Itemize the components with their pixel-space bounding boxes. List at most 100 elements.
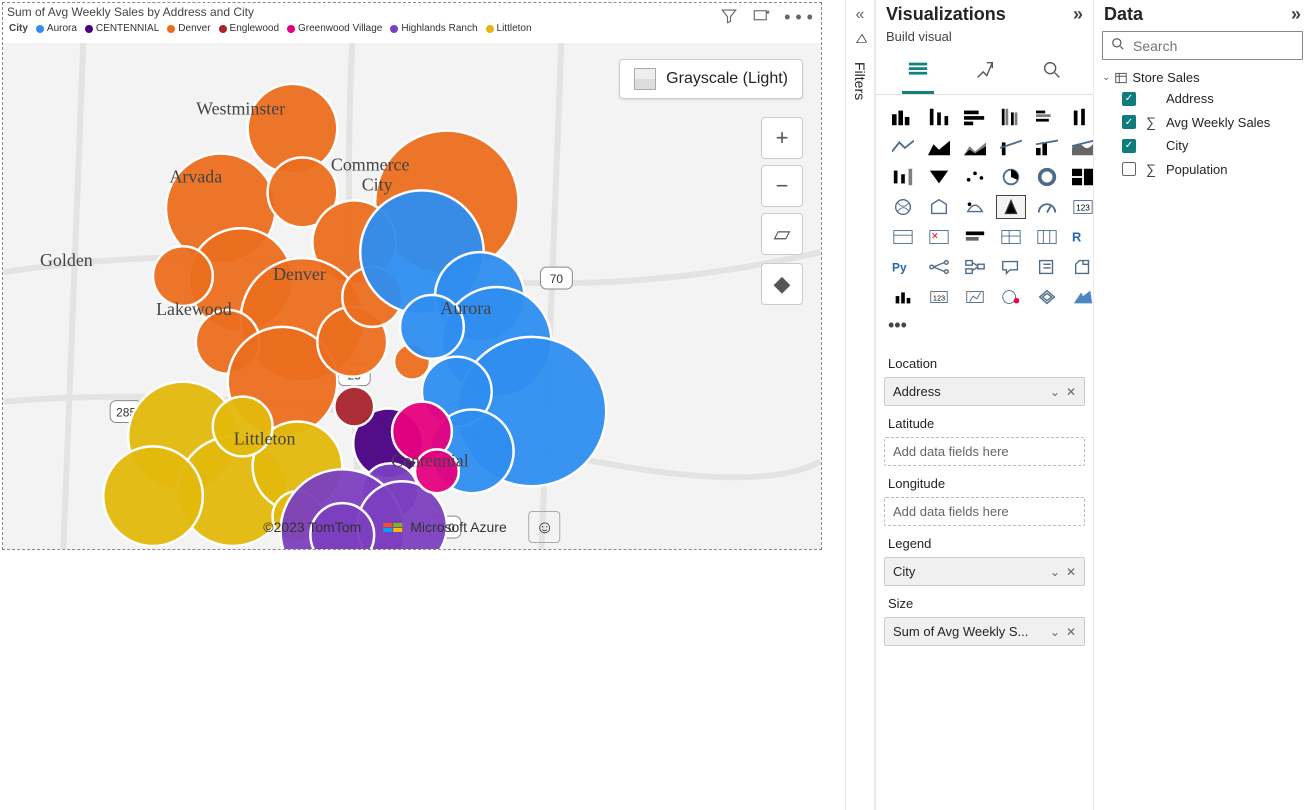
compass-button[interactable]: ◆ bbox=[761, 263, 803, 305]
viz-type-chip[interactable] bbox=[924, 135, 954, 159]
format-visual-tab[interactable] bbox=[969, 54, 1001, 86]
viz-type-chip[interactable] bbox=[960, 255, 990, 279]
viz-type-chip[interactable] bbox=[1032, 105, 1062, 129]
viz-type-chip[interactable] bbox=[996, 105, 1026, 129]
field-checkbox[interactable]: ✓ bbox=[1122, 115, 1136, 129]
viz-type-chip[interactable] bbox=[996, 165, 1026, 189]
field-checkbox[interactable] bbox=[1122, 162, 1136, 176]
sigma-icon: ∑ bbox=[1144, 114, 1158, 130]
viz-type-chip[interactable] bbox=[888, 285, 918, 309]
field-well[interactable]: Add data fields here bbox=[884, 437, 1085, 466]
feedback-smiley-icon[interactable]: ☺ bbox=[529, 511, 561, 543]
viz-type-chip[interactable] bbox=[888, 105, 918, 129]
map-style-label: Grayscale (Light) bbox=[666, 70, 788, 88]
field-well[interactable]: Add data fields here bbox=[884, 497, 1085, 526]
legend-item[interactable]: Highlands Ranch bbox=[390, 23, 477, 34]
field-well[interactable]: Sum of Avg Weekly S...⌄✕ bbox=[884, 617, 1085, 646]
azure-label: Microsoft Azure bbox=[410, 519, 506, 535]
viz-type-chip[interactable] bbox=[1032, 225, 1062, 249]
visual-legend: City AuroraCENTENNIALDenverEnglewoodGree… bbox=[3, 21, 821, 38]
field-row[interactable]: ✓City bbox=[1094, 134, 1311, 157]
viz-type-chip[interactable] bbox=[1032, 195, 1062, 219]
viz-type-chip[interactable] bbox=[996, 285, 1026, 309]
legend-item[interactable]: CENTENNIAL bbox=[85, 23, 159, 34]
collapse-viz-pane-icon[interactable]: » bbox=[1073, 4, 1083, 25]
table-icon bbox=[1114, 71, 1128, 85]
field-search[interactable] bbox=[1102, 31, 1303, 60]
legend-item[interactable]: Aurora bbox=[36, 23, 77, 34]
viz-type-chip[interactable] bbox=[1032, 285, 1062, 309]
legend-item[interactable]: Denver bbox=[167, 23, 210, 34]
zoom-out-button[interactable]: − bbox=[761, 165, 803, 207]
field-row[interactable]: ∑Population bbox=[1094, 157, 1311, 181]
remove-field-icon[interactable]: ✕ bbox=[1066, 565, 1076, 579]
viz-type-chip[interactable] bbox=[960, 225, 990, 249]
viz-type-chip[interactable] bbox=[1032, 135, 1062, 159]
viz-type-chip[interactable] bbox=[924, 165, 954, 189]
viz-type-chip[interactable] bbox=[1032, 255, 1062, 279]
viz-type-chip[interactable]: Py bbox=[888, 255, 918, 279]
viz-pane-tabs bbox=[876, 50, 1093, 95]
viz-type-chip[interactable] bbox=[996, 225, 1026, 249]
field-name: Address bbox=[1166, 91, 1214, 106]
more-visuals-button[interactable]: ••• bbox=[876, 313, 1093, 342]
field-checkbox[interactable]: ✓ bbox=[1122, 92, 1136, 106]
well-label: Location bbox=[884, 346, 1085, 377]
table-node[interactable]: ⌄ Store Sales bbox=[1094, 68, 1311, 87]
viz-type-chip[interactable] bbox=[888, 195, 918, 219]
table-name: Store Sales bbox=[1132, 70, 1199, 85]
viz-type-chip[interactable] bbox=[960, 195, 990, 219]
well-label: Latitude bbox=[884, 406, 1085, 437]
legend-item[interactable]: Englewood bbox=[219, 23, 279, 34]
map-style-picker[interactable]: Grayscale (Light) bbox=[619, 59, 803, 99]
viz-type-chip[interactable] bbox=[924, 195, 954, 219]
field-checkbox[interactable]: ✓ bbox=[1122, 139, 1136, 153]
field-well[interactable]: City⌄✕ bbox=[884, 557, 1085, 586]
build-visual-tab[interactable] bbox=[902, 54, 934, 86]
viz-type-chip[interactable] bbox=[1032, 165, 1062, 189]
legend-item[interactable]: Greenwood Village bbox=[287, 23, 382, 34]
viz-type-chip[interactable] bbox=[996, 135, 1026, 159]
viz-type-chip[interactable] bbox=[924, 225, 954, 249]
viz-type-chip[interactable] bbox=[960, 105, 990, 129]
viz-type-chip[interactable] bbox=[996, 255, 1026, 279]
focus-mode-icon[interactable] bbox=[752, 7, 770, 30]
svg-text:Westminster: Westminster bbox=[196, 99, 285, 119]
field-row[interactable]: ✓ Address bbox=[1094, 87, 1311, 110]
microsoft-logo-icon bbox=[383, 523, 402, 532]
field-well[interactable]: Address⌄✕ bbox=[884, 377, 1085, 406]
viz-type-chip[interactable] bbox=[888, 225, 918, 249]
filter-icon[interactable] bbox=[720, 7, 738, 30]
field-row[interactable]: ✓∑Avg Weekly Sales bbox=[1094, 110, 1311, 134]
chevron-down-icon[interactable]: ⌄ bbox=[1050, 625, 1060, 639]
expand-filters-icon[interactable]: « bbox=[856, 6, 865, 24]
legend-item[interactable]: Littleton bbox=[486, 23, 532, 34]
svg-text:R: R bbox=[1072, 230, 1081, 245]
map-svg: 367025285470WestminsterCommerceCityArvad… bbox=[3, 43, 821, 549]
viz-type-chip[interactable] bbox=[888, 165, 918, 189]
viz-type-chip[interactable] bbox=[960, 135, 990, 159]
well-label: Longitude bbox=[884, 466, 1085, 497]
search-input[interactable] bbox=[1133, 38, 1311, 54]
map-visual-frame[interactable]: Sum of Avg Weekly Sales by Address and C… bbox=[2, 2, 822, 550]
viz-type-chip[interactable]: 123 bbox=[924, 285, 954, 309]
chevron-down-icon[interactable]: ⌄ bbox=[1050, 565, 1060, 579]
viz-type-chip[interactable] bbox=[960, 165, 990, 189]
chevron-down-icon[interactable]: ⌄ bbox=[1050, 385, 1060, 399]
filters-pane-collapsed[interactable]: « ◁ Filters bbox=[845, 0, 875, 810]
viz-type-chip[interactable] bbox=[996, 195, 1026, 219]
viz-type-chip[interactable] bbox=[924, 105, 954, 129]
azure-map[interactable]: 367025285470WestminsterCommerceCityArvad… bbox=[3, 43, 821, 549]
pitch-button[interactable]: ▱ bbox=[761, 213, 803, 255]
remove-field-icon[interactable]: ✕ bbox=[1066, 625, 1076, 639]
report-canvas[interactable]: Sum of Avg Weekly Sales by Address and C… bbox=[0, 0, 845, 810]
zoom-in-button[interactable]: + bbox=[761, 117, 803, 159]
viz-type-chip[interactable] bbox=[888, 135, 918, 159]
data-pane-title: Data bbox=[1104, 4, 1143, 25]
more-options-icon[interactable]: • • • bbox=[784, 7, 813, 30]
analytics-tab[interactable] bbox=[1036, 54, 1068, 86]
viz-type-chip[interactable] bbox=[924, 255, 954, 279]
remove-field-icon[interactable]: ✕ bbox=[1066, 385, 1076, 399]
viz-type-chip[interactable] bbox=[960, 285, 990, 309]
collapse-data-pane-icon[interactable]: » bbox=[1291, 4, 1301, 25]
